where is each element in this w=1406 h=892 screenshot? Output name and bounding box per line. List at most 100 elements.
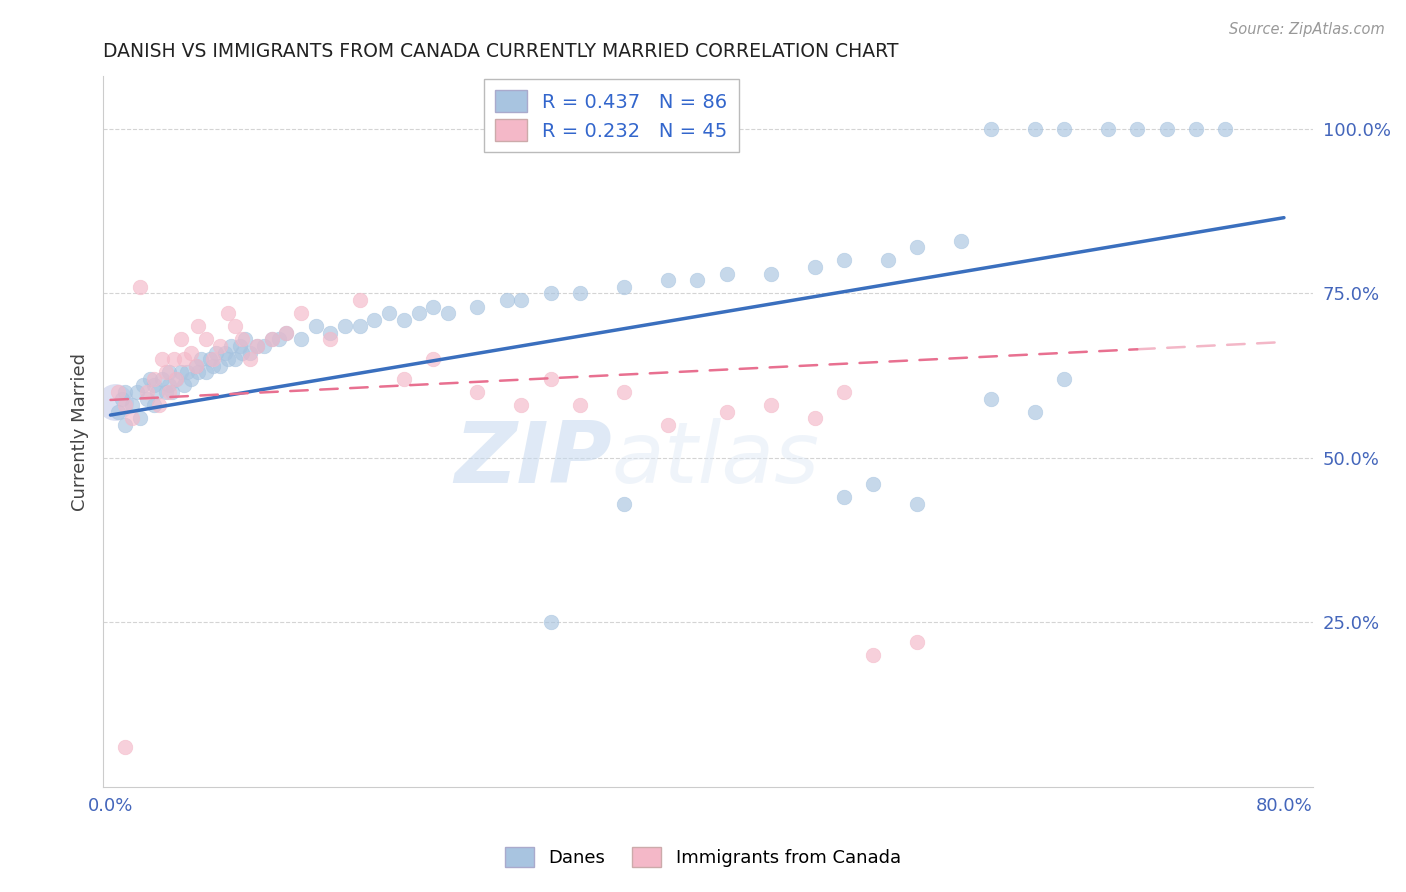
- Point: [190, 352, 212, 367]
- Point: [155, 385, 177, 400]
- Point: [114, 385, 136, 400]
- Point: [170, 365, 193, 379]
- Point: [613, 279, 636, 293]
- Point: [205, 345, 228, 359]
- Point: [173, 352, 195, 367]
- Point: [139, 372, 162, 386]
- Point: [905, 240, 928, 254]
- Point: [657, 273, 679, 287]
- Point: [319, 332, 342, 346]
- Point: [540, 286, 562, 301]
- Point: [495, 293, 517, 307]
- Point: [349, 319, 371, 334]
- Point: [107, 405, 129, 419]
- Point: [209, 359, 232, 373]
- Point: [128, 411, 150, 425]
- Point: [121, 398, 143, 412]
- Point: [333, 319, 356, 334]
- Point: [166, 372, 188, 386]
- Point: [1024, 121, 1046, 136]
- Point: [157, 365, 180, 379]
- Point: [132, 378, 155, 392]
- Point: [657, 417, 679, 432]
- Point: [392, 312, 415, 326]
- Point: [219, 339, 242, 353]
- Point: [905, 497, 928, 511]
- Point: [176, 365, 198, 379]
- Point: [194, 332, 217, 346]
- Point: [143, 378, 166, 392]
- Point: [157, 378, 180, 392]
- Point: [239, 352, 262, 367]
- Point: [465, 385, 488, 400]
- Point: [246, 339, 269, 353]
- Point: [136, 392, 159, 406]
- Point: [1053, 372, 1076, 386]
- Y-axis label: Currently Married: Currently Married: [72, 352, 89, 510]
- Point: [1185, 121, 1208, 136]
- Text: atlas: atlas: [612, 418, 820, 501]
- Point: [180, 345, 202, 359]
- Point: [378, 306, 401, 320]
- Point: [510, 398, 533, 412]
- Point: [246, 339, 269, 353]
- Point: [1097, 121, 1119, 136]
- Point: [111, 392, 134, 406]
- Point: [568, 286, 591, 301]
- Point: [260, 332, 283, 346]
- Text: DANISH VS IMMIGRANTS FROM CANADA CURRENTLY MARRIED CORRELATION CHART: DANISH VS IMMIGRANTS FROM CANADA CURRENT…: [103, 42, 898, 61]
- Point: [437, 306, 460, 320]
- Point: [202, 352, 225, 367]
- Point: [392, 372, 415, 386]
- Point: [1156, 121, 1178, 136]
- Point: [422, 352, 444, 367]
- Point: [170, 332, 193, 346]
- Point: [217, 306, 239, 320]
- Point: [173, 378, 195, 392]
- Point: [253, 339, 276, 353]
- Legend: Danes, Immigrants from Canada: Danes, Immigrants from Canada: [498, 839, 908, 874]
- Point: [568, 398, 591, 412]
- Point: [150, 352, 173, 367]
- Point: [803, 411, 825, 425]
- Point: [540, 615, 562, 630]
- Point: [269, 332, 291, 346]
- Point: [235, 332, 257, 346]
- Point: [510, 293, 533, 307]
- Point: [148, 398, 170, 412]
- Point: [950, 234, 973, 248]
- Point: [200, 352, 222, 367]
- Point: [162, 352, 184, 367]
- Point: [121, 411, 143, 425]
- Point: [716, 405, 738, 419]
- Point: [114, 740, 136, 755]
- Point: [290, 306, 312, 320]
- Point: [363, 312, 385, 326]
- Point: [349, 293, 371, 307]
- Point: [184, 359, 207, 373]
- Point: [114, 398, 136, 412]
- Point: [107, 385, 129, 400]
- Point: [276, 326, 298, 340]
- Point: [540, 372, 562, 386]
- Point: [136, 385, 159, 400]
- Point: [1053, 121, 1076, 136]
- Point: [832, 385, 855, 400]
- Point: [613, 497, 636, 511]
- Point: [716, 267, 738, 281]
- Point: [905, 635, 928, 649]
- Point: [877, 253, 900, 268]
- Point: [209, 339, 232, 353]
- Point: [231, 345, 253, 359]
- Point: [125, 385, 148, 400]
- Point: [214, 345, 236, 359]
- Point: [217, 352, 239, 367]
- Point: [114, 417, 136, 432]
- Point: [290, 332, 312, 346]
- Point: [1024, 405, 1046, 419]
- Text: ZIP: ZIP: [454, 418, 612, 501]
- Point: [319, 326, 342, 340]
- Point: [980, 392, 1002, 406]
- Point: [224, 352, 246, 367]
- Point: [305, 319, 328, 334]
